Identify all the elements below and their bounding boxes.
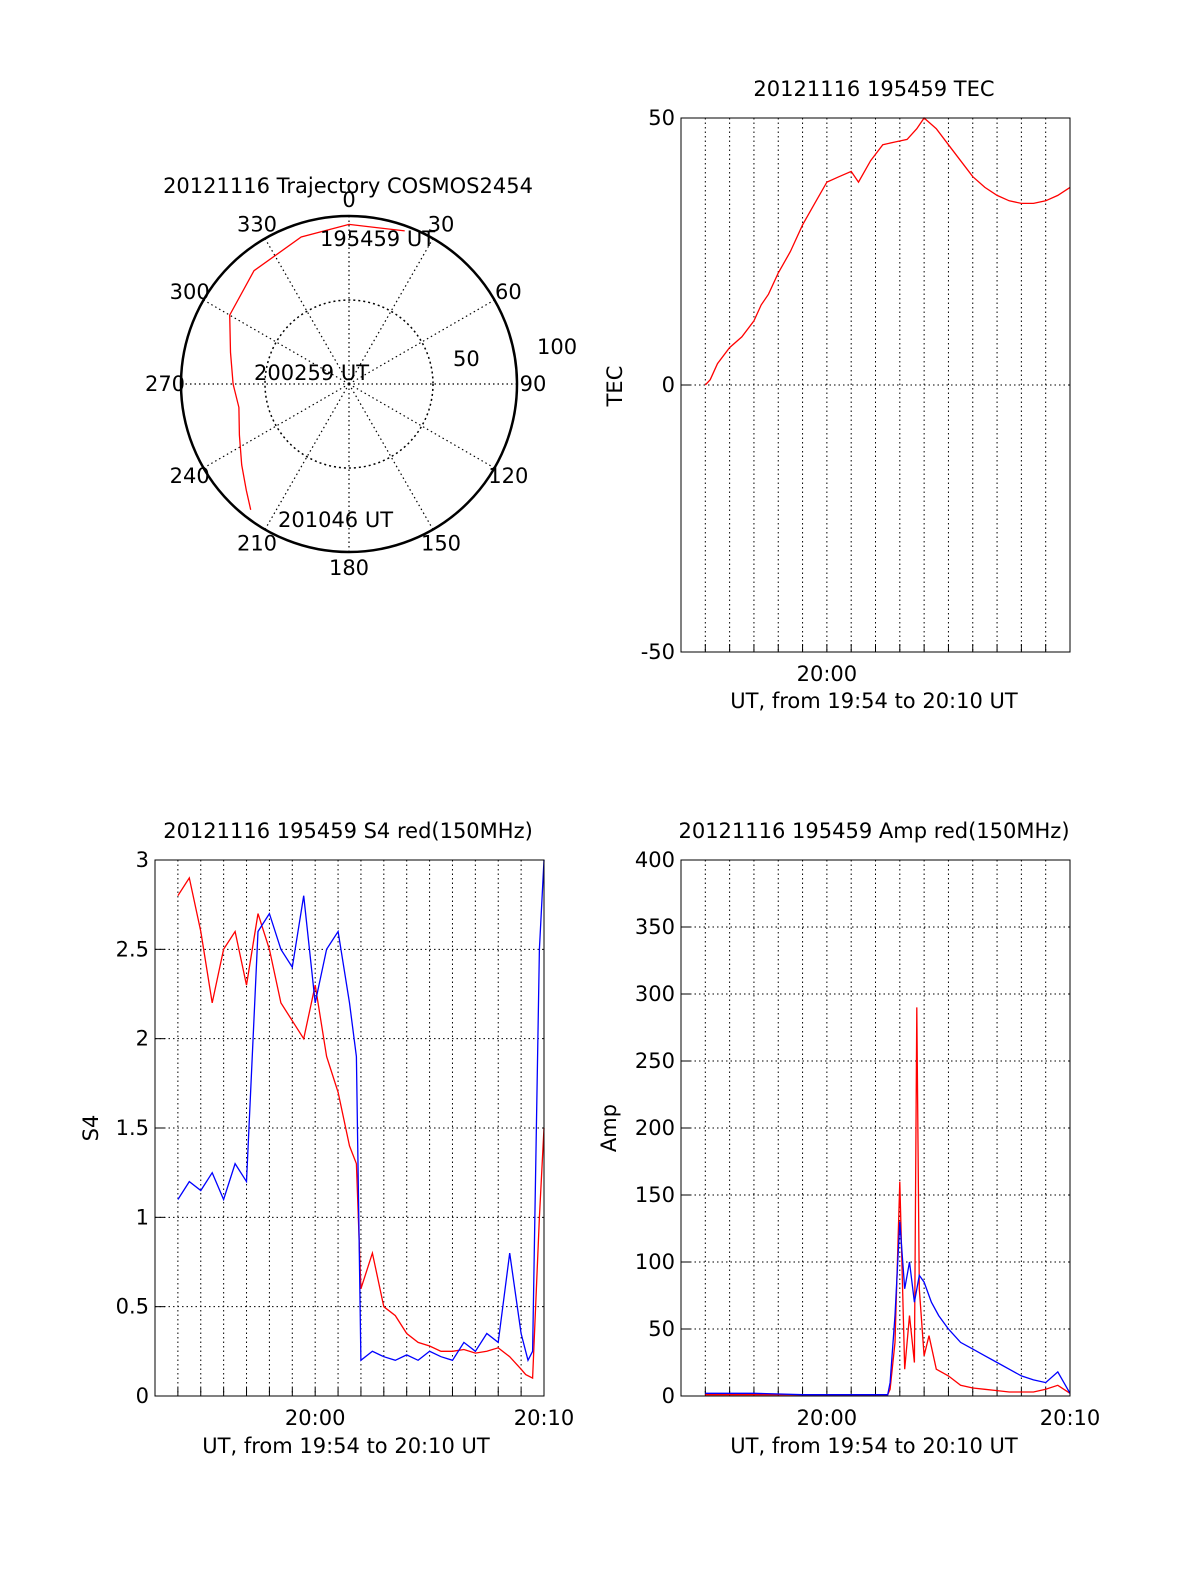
azimuth-label: 330 (237, 213, 277, 237)
azimuth-label: 30 (428, 213, 455, 237)
spoke (348, 383, 434, 530)
amp-ytick-label: 250 (635, 1049, 675, 1073)
trajectory-track (229, 223, 405, 510)
amp-axes-frame (680, 859, 1071, 1397)
tec-xtick-label: 20:00 (797, 662, 858, 686)
azimuth-label: 240 (170, 464, 210, 488)
mid-time-label: 200259 UT (254, 361, 369, 385)
azimuth-label: 300 (170, 280, 210, 304)
tec-chart: 20121116 195459 TEC UT, from 19:54 to 20… (603, 77, 1071, 713)
amp-xlabel: UT, from 19:54 to 20:10 UT (730, 1434, 1018, 1458)
spoke (264, 238, 350, 385)
s4-ytick-label: 0.5 (116, 1295, 149, 1319)
s4-title: 20121116 195459 S4 red(150MHz) (163, 819, 533, 843)
amp-xtick-label: 20:10 (1040, 1406, 1101, 1430)
amp-ytick-label: 100 (635, 1250, 675, 1274)
radius-label: 50 (453, 347, 480, 371)
s4-series-1 (177, 859, 545, 1363)
s4-ytick-label: 0 (136, 1384, 149, 1408)
spoke (264, 383, 350, 530)
s4-ytick-label: 1.5 (116, 1116, 149, 1140)
tec-ytick-label: -50 (641, 640, 675, 664)
amp-ytick-label: 300 (635, 982, 675, 1006)
amp-title: 20121116 195459 Amp red(150MHz) (678, 819, 1069, 843)
tec-axes-frame (680, 117, 1071, 653)
spoke (203, 299, 350, 385)
s4-series-0 (177, 876, 545, 1380)
s4-xlabel: UT, from 19:54 to 20:10 UT (202, 1434, 490, 1458)
amp-ytick-label: 200 (635, 1116, 675, 1140)
amp-chart: 20121116 195459 Amp red(150MHz) UT, from… (597, 819, 1100, 1458)
amp-ytick-label: 400 (635, 848, 675, 872)
azimuth-label: 0 (342, 188, 355, 212)
amp-ytick-label: 350 (635, 915, 675, 939)
azimuth-label: 60 (495, 280, 522, 304)
amp-ytick-label: 150 (635, 1183, 675, 1207)
amp-ytick-label: 50 (648, 1317, 675, 1341)
s4-ytick-label: 3 (136, 848, 149, 872)
s4-chart: 20121116 195459 S4 red(150MHz) UT, from … (79, 819, 574, 1458)
s4-ylabel: S4 (79, 1115, 103, 1142)
end-time-label: 201046 UT (278, 508, 393, 532)
azimuth-label: 90 (520, 372, 547, 396)
tec-ytick-label: 50 (648, 106, 675, 130)
azimuth-label: 270 (145, 372, 185, 396)
azimuth-label: 120 (488, 464, 528, 488)
start-time-label: 195459 UT (320, 227, 435, 251)
tec-series-0 (704, 117, 1071, 386)
s4-ytick-label: 1 (136, 1205, 149, 1229)
azimuth-label: 180 (329, 556, 369, 580)
azimuth-label: 150 (421, 531, 461, 555)
s4-ytick-label: 2.5 (116, 937, 149, 961)
tec-title: 20121116 195459 TEC (753, 77, 994, 101)
amp-series-0 (705, 1007, 1071, 1396)
spoke (348, 299, 495, 385)
amp-xtick-label: 20:00 (797, 1406, 858, 1430)
s4-ytick-label: 2 (136, 1027, 149, 1051)
azimuth-label: 210 (237, 531, 277, 555)
inner-ring (264, 299, 434, 469)
amp-ylabel: Amp (597, 1104, 621, 1152)
amp-ytick-label: 0 (662, 1384, 675, 1408)
s4-xtick-label: 20:10 (514, 1406, 575, 1430)
tec-xlabel: UT, from 19:54 to 20:10 UT (730, 689, 1018, 713)
radius-label: 100 (537, 335, 577, 359)
spoke (203, 383, 350, 469)
trajectory-title: 20121116 Trajectory COSMOS2454 (163, 174, 533, 198)
spoke (348, 238, 434, 385)
tec-ylabel: TEC (603, 366, 627, 408)
spoke (348, 383, 495, 469)
amp-series-1 (705, 1221, 1071, 1396)
s4-xtick-label: 20:00 (285, 1406, 346, 1430)
tec-ytick-label: 0 (662, 373, 675, 397)
trajectory-polar-plot: 20121116 Trajectory COSMOS2454 0 30 60 90 12… (145, 174, 577, 580)
s4-axes-frame (154, 859, 545, 1397)
